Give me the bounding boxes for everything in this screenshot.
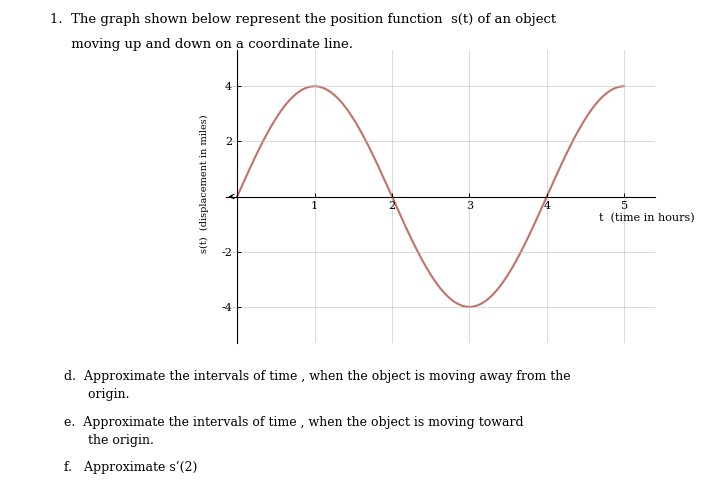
Text: f.   Approximate s’(2): f. Approximate s’(2) <box>64 461 198 474</box>
Text: d.  Approximate the intervals of time , when the object is moving away from the
: d. Approximate the intervals of time , w… <box>64 370 571 402</box>
Text: t  (time in hours): t (time in hours) <box>599 213 695 223</box>
Text: e.  Approximate the intervals of time , when the object is moving toward
      t: e. Approximate the intervals of time , w… <box>64 416 524 447</box>
Text: 1.  The graph shown below represent the position function  s(t) of an object: 1. The graph shown below represent the p… <box>50 13 556 26</box>
Text: s(t)  (displacement in miles): s(t) (displacement in miles) <box>200 115 208 254</box>
Text: moving up and down on a coordinate line.: moving up and down on a coordinate line. <box>50 38 353 51</box>
